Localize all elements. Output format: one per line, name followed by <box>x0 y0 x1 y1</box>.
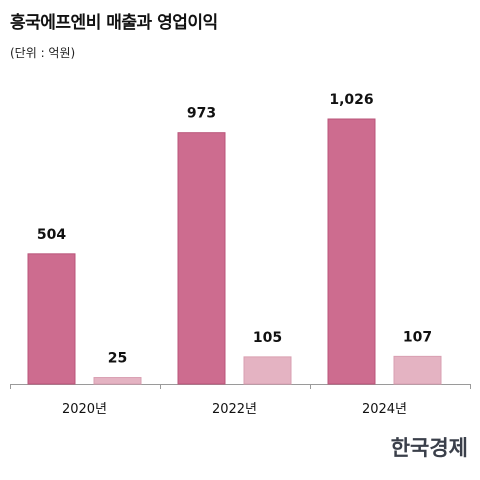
x-tick-label-3: 2024년 <box>362 402 407 417</box>
x-tick-label-1: 2020년 <box>62 402 107 417</box>
chart-title: 흥국에프엔비 매출과 영업이익 <box>10 13 218 33</box>
data-label-revenue-3: 1,026 <box>329 92 373 108</box>
bar-revenue-2 <box>177 132 226 385</box>
data-label-revenue-2: 973 <box>187 106 216 122</box>
data-label-revenue-1: 504 <box>37 227 66 243</box>
data-label-operating-profit-3: 107 <box>403 329 432 345</box>
bar-revenue-1 <box>27 253 76 385</box>
bar-operating-profit-2 <box>243 356 292 385</box>
data-label-operating-profit-2: 105 <box>253 330 282 346</box>
bar-operating-profit-3 <box>393 355 442 385</box>
data-label-operating-profit-1: 25 <box>108 351 127 367</box>
publisher-logo: 한국경제 <box>390 435 468 460</box>
bar-operating-profit-1 <box>93 377 142 385</box>
unit-label: (단위 : 억원) <box>10 46 76 60</box>
x-tick-label-2: 2022년 <box>212 402 257 417</box>
bar-revenue-3 <box>327 118 376 385</box>
